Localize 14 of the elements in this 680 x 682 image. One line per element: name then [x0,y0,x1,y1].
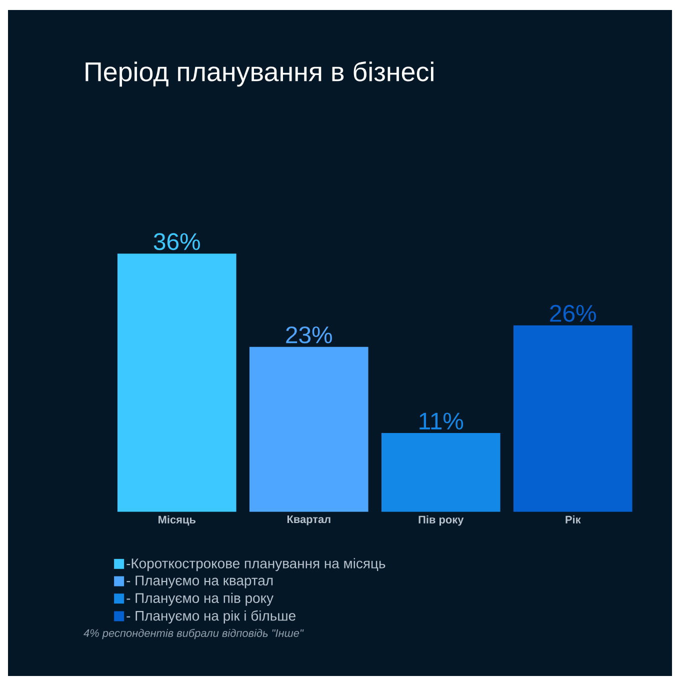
data-label: 36% [154,233,200,250]
x-tick-label: Місяць [158,515,196,526]
x-tick-label: Пів року [418,515,464,526]
chart-title: Період планування в бізнесі [86,61,434,87]
data-label: 26% [550,304,596,322]
x-tick-label: Рік [566,515,581,524]
legend-label: - Плануємо на квартал [126,576,273,588]
data-label: 23% [286,326,332,344]
text: 4% респондентів вибрали відповідь "Інше" [84,628,304,640]
legend-label: -Короткострокове планування на місяць [126,558,386,572]
data-label: 11% [420,412,464,430]
legend-label: - Плануємо на рік і більше [126,610,296,624]
x-tick-label: Квартал [287,515,330,526]
legend-label: - Плануємо на пів року [126,592,274,606]
